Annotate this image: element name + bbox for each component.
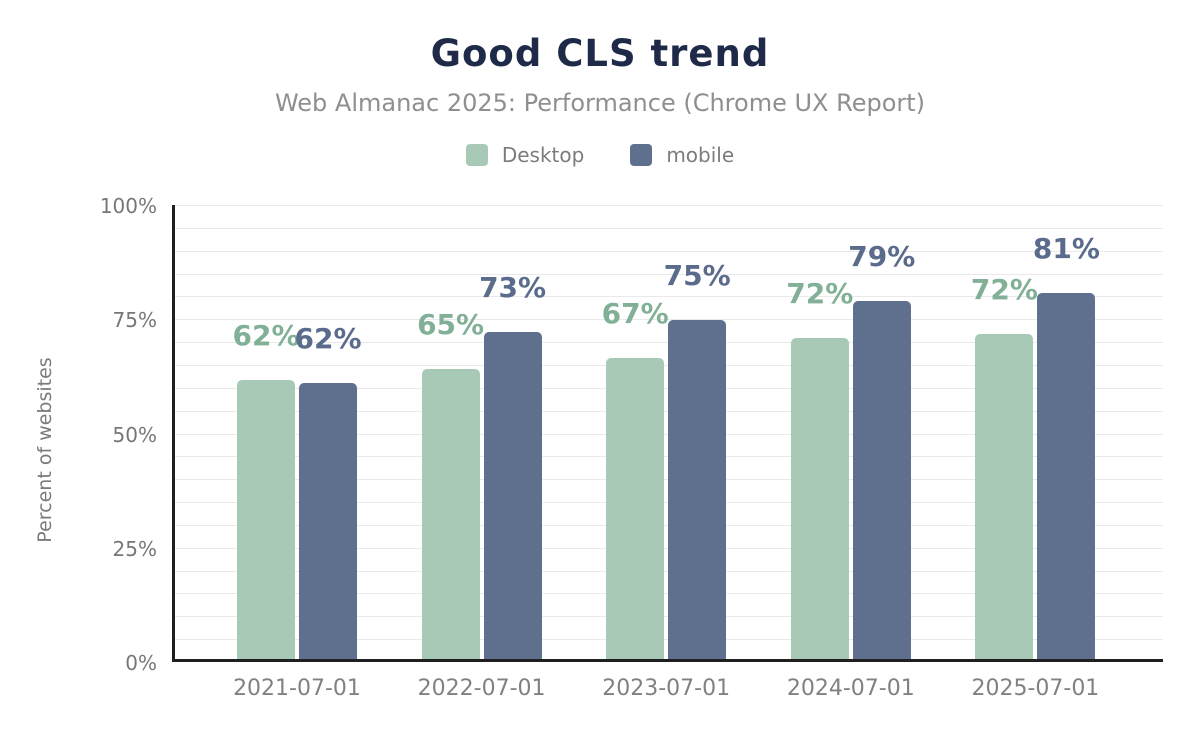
bar-mobile (1037, 293, 1096, 662)
gridline (172, 616, 1163, 618)
x-axis-label: 2025-07-01 (971, 676, 1100, 701)
bar-value-label-desktop: 65% (417, 307, 485, 341)
y-axis-title: Percent of websites (34, 357, 56, 543)
bar-mobile (852, 301, 911, 662)
legend-item-mobile: mobile (630, 143, 734, 167)
gridline (172, 296, 1163, 298)
legend: Desktop mobile (0, 143, 1200, 167)
bar-value-label-desktop: 67% (601, 297, 669, 331)
bar-desktop (975, 333, 1034, 662)
y-axis-tick-label: 0% (125, 651, 157, 675)
y-axis-tick-label: 75% (112, 308, 157, 333)
bar-value-label-mobile: 79% (848, 240, 916, 274)
y-axis-line (172, 205, 175, 662)
gridline (172, 364, 1163, 366)
gridline (172, 433, 1163, 435)
y-axis-tick-label: 25% (112, 536, 157, 561)
gridline (172, 547, 1163, 549)
gridline (172, 273, 1163, 275)
gridline (172, 410, 1163, 412)
bar-mobile (299, 383, 357, 662)
legend-swatch (465, 144, 488, 166)
x-axis-label: 2022-07-01 (417, 676, 546, 701)
gridline (172, 639, 1163, 641)
gridline (172, 342, 1163, 344)
gridline (172, 387, 1163, 389)
bar-desktop (790, 337, 849, 662)
bar-value-label-mobile: 75% (663, 258, 731, 292)
x-axis-label: 2023-07-01 (602, 676, 731, 701)
legend-swatch (630, 144, 653, 166)
gridline (172, 227, 1163, 229)
gridline (172, 479, 1163, 481)
bar-value-label-desktop: 62% (232, 319, 300, 353)
bar-value-label-mobile: 73% (479, 270, 547, 304)
bar-value-label-desktop: 72% (786, 276, 854, 310)
x-axis-label: 2021-07-01 (233, 676, 361, 701)
bar-value-label-mobile: 81% (1032, 232, 1100, 266)
bar-mobile (483, 331, 542, 662)
legend-label: mobile (666, 143, 735, 167)
legend-item-desktop: Desktop (465, 143, 585, 167)
bar-value-label-desktop: 72% (970, 272, 1038, 306)
gridline (172, 502, 1163, 504)
y-axis-tick-label: 50% (112, 422, 157, 447)
gridline (172, 205, 1163, 206)
chart-subtitle: Web Almanac 2025: Performance (Chrome UX… (274, 89, 926, 117)
bar-mobile (668, 319, 727, 662)
gridline (172, 250, 1163, 252)
gridline (172, 593, 1163, 595)
plot-area: 62% 65% 67% 72% 72% 62% 73% 75% 79% 81% (172, 205, 1163, 662)
gridline (172, 524, 1163, 526)
chart-title: Good CLS trend (430, 32, 770, 75)
gridline (172, 319, 1163, 321)
bar-value-label-mobile: 62% (294, 322, 362, 356)
legend-label: Desktop (501, 143, 585, 167)
bar-desktop (237, 380, 295, 662)
y-axis-tick-label: 100% (99, 194, 157, 218)
gridline (172, 456, 1163, 458)
gridline (172, 570, 1163, 572)
x-axis-line (172, 659, 1163, 662)
x-axis-label: 2024-07-01 (786, 676, 915, 701)
bar-desktop (606, 358, 665, 662)
bar-desktop (421, 368, 480, 662)
